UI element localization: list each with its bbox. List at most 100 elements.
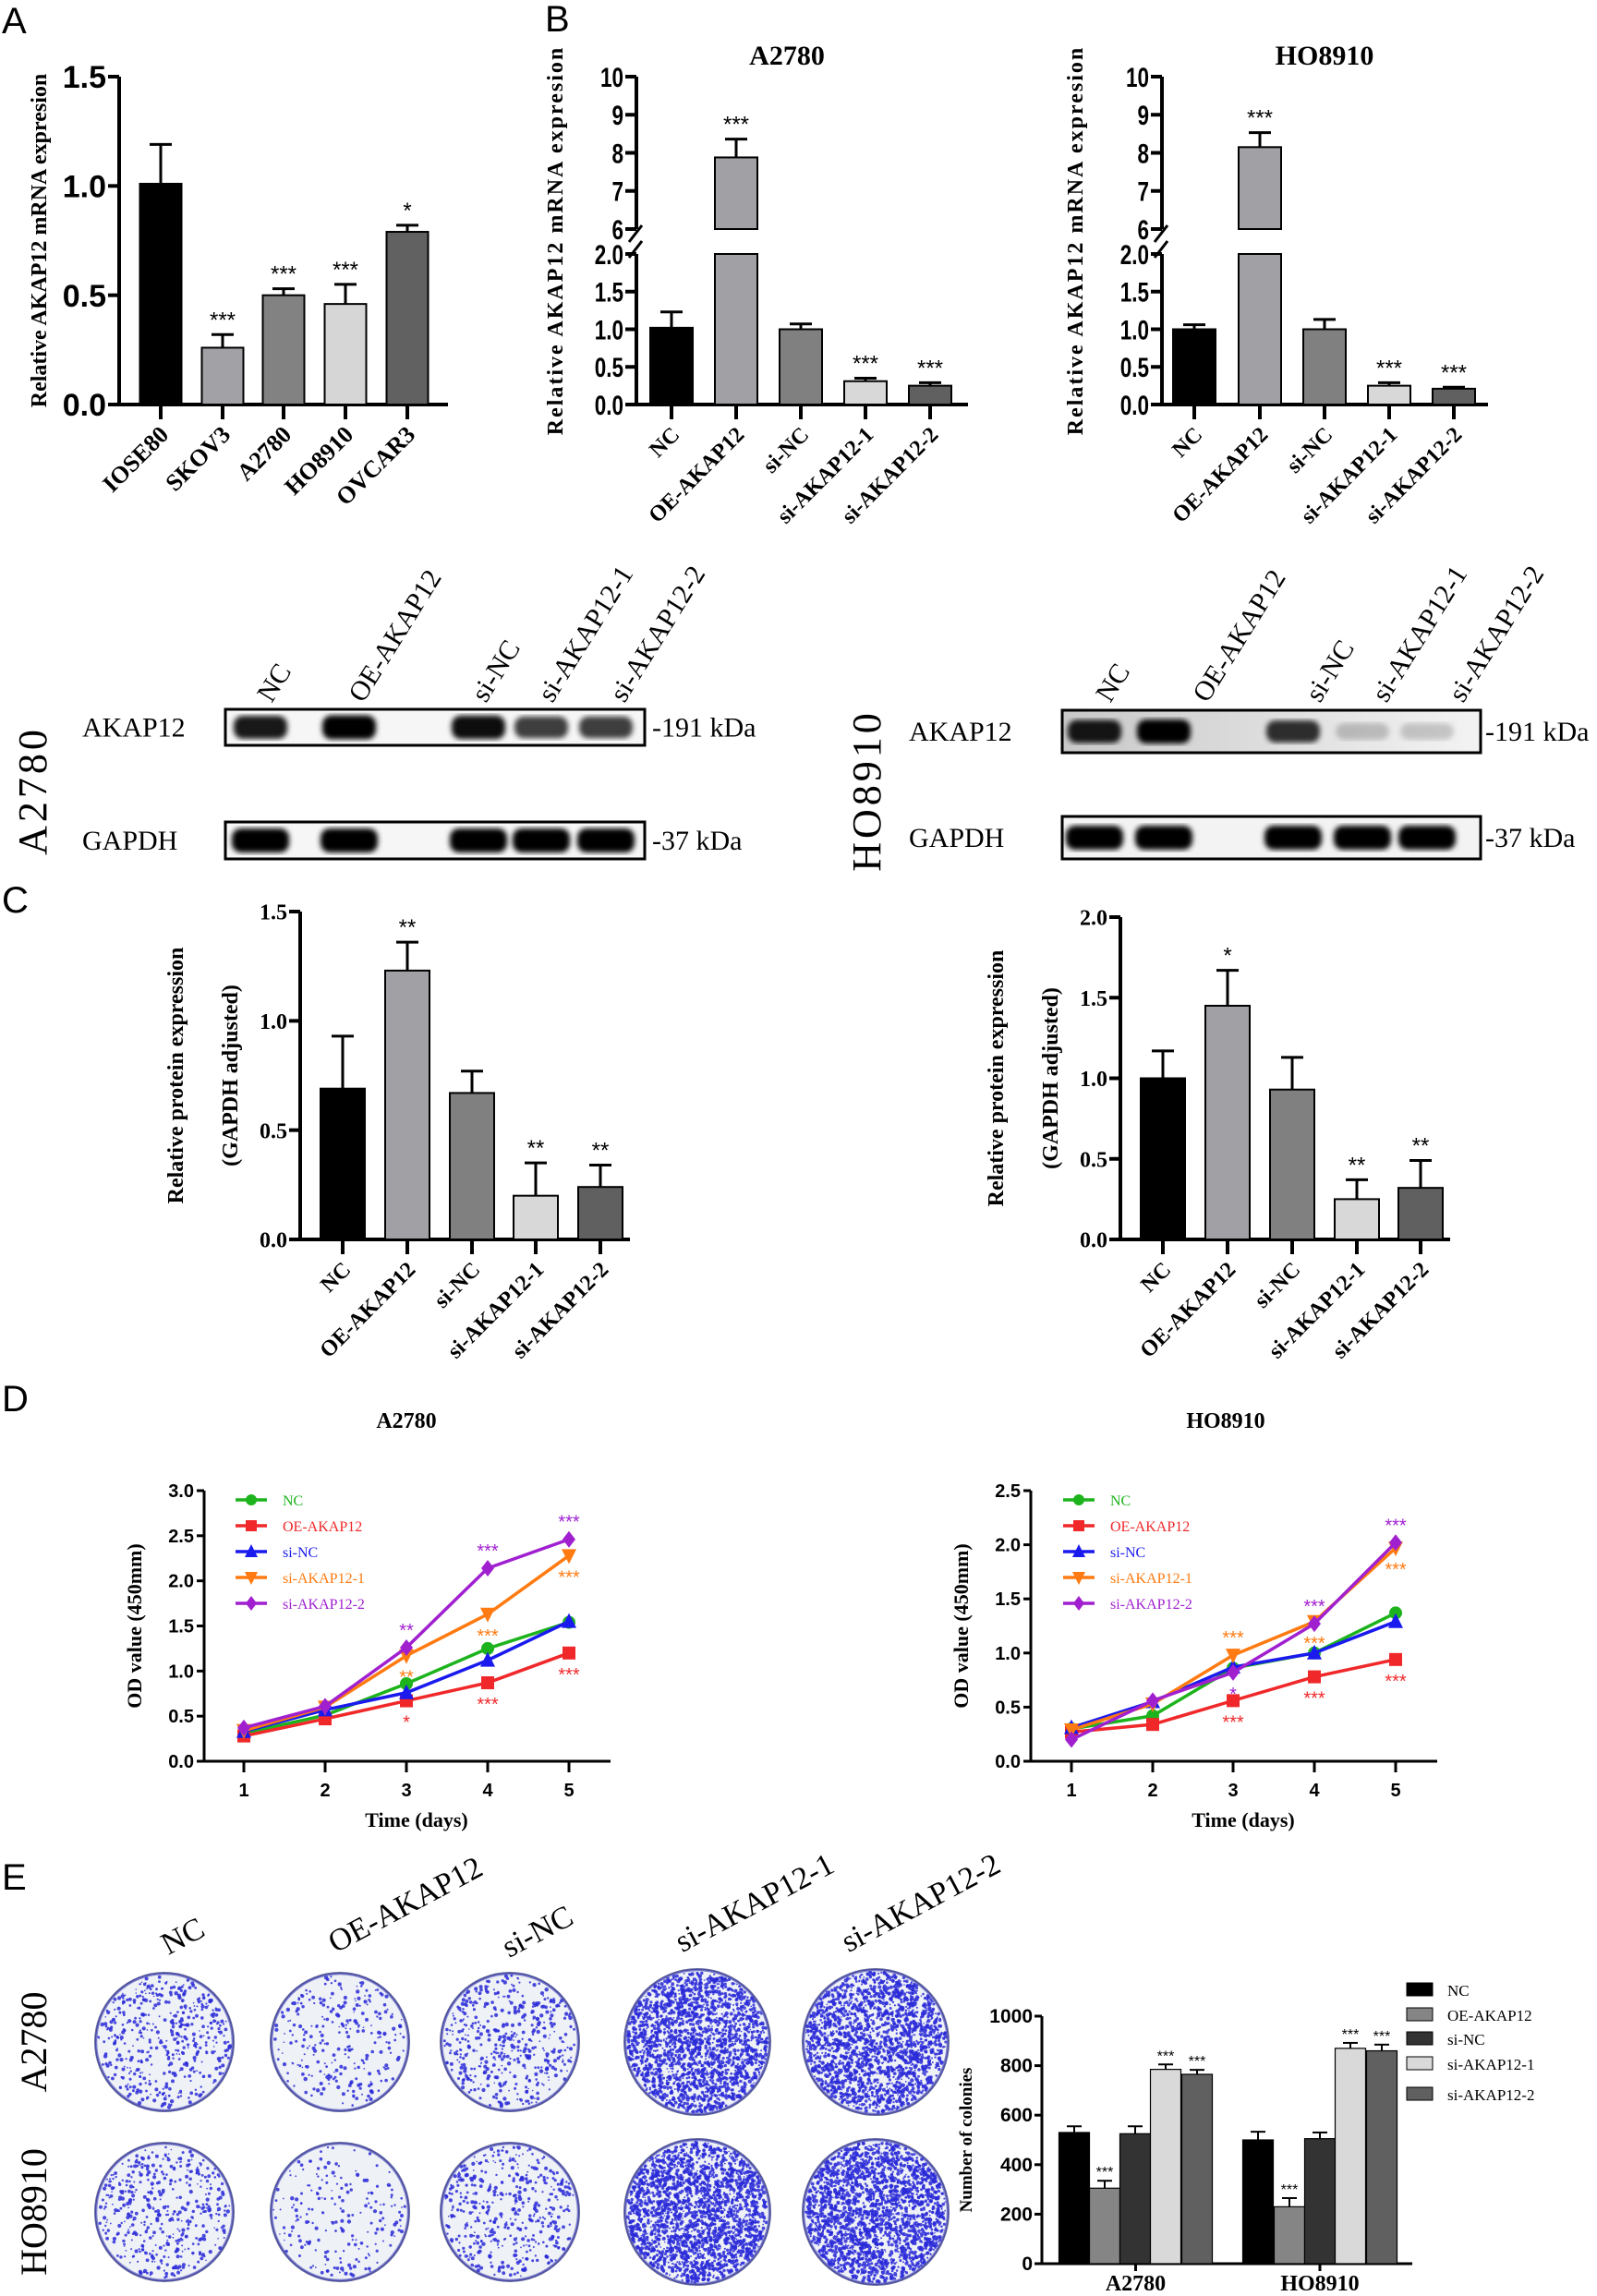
colony-dot	[466, 2040, 470, 2043]
colony-dot	[148, 2079, 151, 2083]
colony-dot	[720, 2031, 723, 2034]
colony-dot	[839, 2060, 841, 2062]
colony-dot	[217, 2027, 221, 2031]
colony-dot	[739, 1988, 741, 1991]
blot-band	[321, 828, 378, 852]
colony-dot	[326, 2005, 330, 2009]
colony-dot	[698, 1981, 702, 1986]
colony-dot	[926, 2055, 931, 2060]
colony-dot	[538, 1982, 540, 1985]
marker-circle	[400, 1677, 413, 1691]
colony-dot	[732, 2020, 735, 2023]
panel-label-c: C	[2, 880, 29, 921]
colony-dot	[671, 1977, 675, 1980]
colony-dot	[450, 2024, 454, 2026]
blot-band	[579, 716, 633, 739]
colony-dot	[671, 2000, 675, 2004]
colony-dot	[298, 2064, 302, 2068]
colony-dot	[746, 1999, 749, 2001]
colony-dot	[370, 2024, 372, 2027]
colony-dot	[724, 2070, 727, 2072]
colony-dot	[670, 2068, 671, 2070]
colony-dot	[841, 2085, 845, 2089]
colony-dot	[144, 1976, 149, 1981]
colony-dot	[113, 2072, 117, 2077]
colony-dot	[175, 1981, 177, 1984]
colony-dot	[323, 2018, 326, 2021]
bar	[385, 231, 429, 405]
chart-title: A2780	[376, 1409, 436, 1433]
colony-dot	[708, 2034, 712, 2037]
colony-dot	[830, 1988, 834, 1992]
colony-dot	[741, 1992, 744, 1996]
colony-dot	[655, 2010, 659, 2013]
colony-dot	[698, 1985, 703, 1989]
colony-dot	[462, 2018, 465, 2021]
series-oe-akap12	[237, 1646, 575, 1743]
colony-dot	[669, 2090, 674, 2095]
colony-dot	[144, 2082, 147, 2085]
colony-dot	[738, 2040, 743, 2044]
colony-dot	[129, 2070, 132, 2072]
colony-dot	[466, 2076, 470, 2081]
colony-dot	[677, 2103, 682, 2107]
colony-dot	[711, 2041, 714, 2044]
colony-dot	[516, 2009, 521, 2013]
marker-circle	[481, 1641, 494, 1655]
colony-dot	[668, 2024, 671, 2026]
colony-dot	[734, 2064, 739, 2069]
colony-dot	[304, 2090, 309, 2095]
colony-dot	[563, 2033, 568, 2036]
marker-diamond	[246, 1596, 257, 1611]
colony-dot	[164, 2049, 167, 2051]
colony-dot	[184, 2027, 187, 2031]
colony-plate	[94, 1972, 235, 2112]
colony-dot	[168, 2087, 172, 2091]
colony-dot	[702, 2013, 706, 2016]
colony-dot	[661, 2060, 666, 2064]
colony-dot	[640, 2036, 645, 2039]
y-tick-label: 0.0	[1120, 390, 1149, 421]
colony-dot	[693, 2048, 696, 2051]
colony-dot	[654, 2036, 659, 2041]
bar-lower-segment	[1238, 253, 1282, 405]
colony-dot	[691, 2110, 693, 2113]
colony-dot	[467, 1997, 471, 2000]
colony-dot	[743, 2048, 745, 2051]
colony-dot	[150, 2093, 152, 2096]
colony-dot	[490, 2052, 493, 2055]
y-tick-label: 9	[611, 100, 623, 131]
colony-dot	[683, 2012, 685, 2015]
colony-dot	[752, 2003, 756, 2007]
colony-dot	[914, 2077, 918, 2081]
significance-label: **	[1412, 1133, 1430, 1158]
colony-dot	[759, 2023, 762, 2025]
x-axis-label: Time (days)	[1192, 1808, 1294, 1831]
significance-label: ***	[333, 258, 358, 283]
colony-dot	[674, 2053, 677, 2057]
colony-dot	[626, 2037, 631, 2042]
marker-circle	[246, 1494, 257, 1505]
colony-dot	[708, 2012, 709, 2014]
colony-dot	[754, 2036, 757, 2039]
colony-dot	[519, 2054, 522, 2057]
colony-dot	[890, 2082, 893, 2085]
bar	[843, 380, 888, 405]
colony-dot	[704, 2109, 708, 2113]
colony-dot	[894, 1983, 897, 1986]
colony-dot	[141, 2012, 146, 2017]
colony-dot	[731, 2063, 734, 2066]
colony-dot	[494, 2047, 498, 2050]
colony-dot	[657, 1985, 660, 1989]
colony-dot	[653, 2072, 657, 2076]
colony-dot	[458, 2071, 463, 2075]
marker-triangle-up	[399, 1684, 414, 1699]
bar	[1140, 1077, 1186, 1240]
colony-dot	[319, 2000, 323, 2005]
colony-dot	[754, 2061, 757, 2065]
colony-dot	[681, 2017, 684, 2020]
colony-dot	[711, 2081, 715, 2085]
colony-dot	[721, 2038, 723, 2041]
colony-dot	[326, 1977, 330, 1982]
colony-dot	[670, 1985, 673, 1988]
